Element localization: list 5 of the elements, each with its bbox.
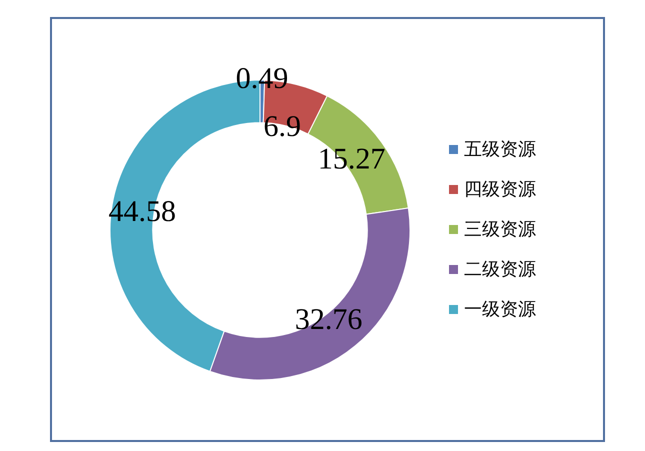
legend-label: 三级资源 [464, 219, 536, 240]
legend-label: 一级资源 [464, 299, 536, 320]
legend-label: 五级资源 [464, 139, 536, 160]
legend-label: 二级资源 [464, 259, 536, 280]
legend-label: 四级资源 [464, 179, 536, 200]
